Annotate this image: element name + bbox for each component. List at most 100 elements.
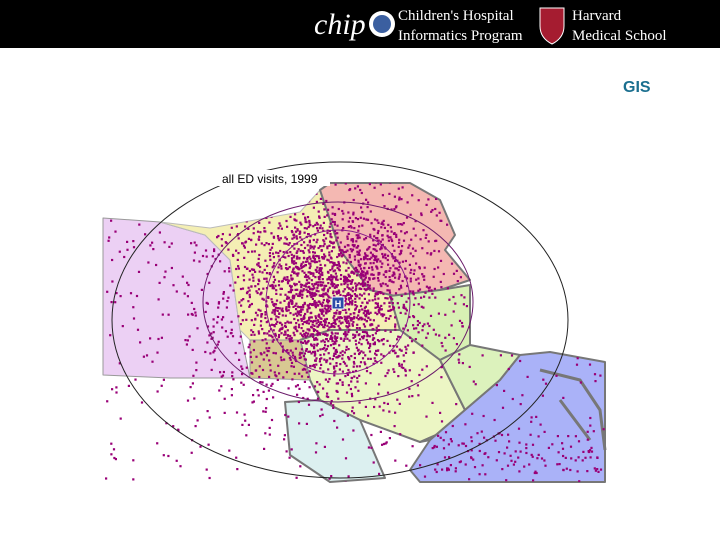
visit-dot	[402, 354, 405, 357]
visit-dot	[577, 440, 581, 443]
visit-dot	[386, 372, 389, 375]
visit-dot	[217, 340, 220, 343]
visit-dot	[360, 270, 364, 273]
visit-dot	[358, 365, 361, 368]
visit-dot	[175, 459, 178, 462]
visit-dot	[333, 374, 336, 377]
visit-dot	[279, 287, 282, 290]
visit-dot	[394, 267, 397, 270]
visit-dot	[327, 288, 330, 291]
visit-dot	[294, 262, 298, 265]
visit-dot	[380, 304, 383, 307]
visit-dot	[312, 247, 315, 250]
visit-dot	[471, 249, 474, 252]
visit-dot	[414, 234, 417, 237]
visit-dot	[293, 282, 296, 285]
visit-dot	[416, 384, 419, 387]
visit-dot	[261, 297, 264, 300]
visit-dot	[349, 313, 352, 316]
visit-dot	[378, 291, 382, 294]
visit-dot	[307, 403, 311, 406]
visit-dot	[379, 283, 382, 286]
visit-dot	[284, 331, 287, 334]
visit-dot	[194, 314, 197, 317]
visit-dot	[298, 372, 301, 375]
visit-dot	[398, 198, 401, 201]
visit-dot	[319, 353, 322, 357]
visit-dot	[450, 324, 453, 327]
visit-dot	[341, 370, 344, 373]
visit-dot	[350, 226, 353, 229]
visit-dot	[348, 371, 351, 374]
visit-dot	[284, 256, 287, 259]
visit-dot	[333, 294, 336, 298]
visit-dot	[250, 333, 253, 336]
visit-dot	[579, 191, 582, 194]
visit-dot	[317, 290, 320, 293]
visit-dot	[273, 262, 276, 265]
visit-dot	[323, 358, 326, 361]
visit-dot	[209, 352, 212, 355]
visit-dot	[254, 285, 257, 288]
visit-dot	[370, 256, 373, 259]
visit-dot	[140, 401, 144, 404]
visit-dot	[315, 281, 318, 284]
visit-dot	[586, 430, 589, 433]
visit-dot	[433, 444, 436, 448]
visit-dot	[346, 286, 349, 289]
visit-dot	[271, 311, 274, 314]
visit-dot	[266, 349, 269, 352]
visit-dot	[593, 467, 596, 470]
visit-dot	[299, 305, 303, 309]
visit-dot	[274, 352, 277, 355]
visit-dot	[310, 311, 313, 314]
visit-dot	[360, 294, 363, 297]
visit-dot	[323, 353, 326, 356]
visit-dot	[323, 240, 326, 243]
visit-dot	[335, 278, 338, 281]
school-line: Harvard	[572, 8, 622, 24]
visit-dot	[300, 375, 304, 378]
visit-dot	[258, 375, 261, 379]
visit-dot	[327, 368, 330, 371]
visit-dot	[389, 344, 392, 347]
visit-dot	[304, 312, 307, 316]
visit-dot	[129, 292, 133, 295]
visit-dot	[372, 319, 375, 322]
visit-dot	[320, 363, 323, 366]
visit-dot	[294, 288, 297, 291]
visit-dot	[265, 321, 268, 324]
visit-dot	[555, 323, 558, 326]
visit-dot	[343, 337, 346, 340]
visit-dot	[335, 356, 338, 359]
visit-dot	[190, 301, 193, 304]
visit-dot	[296, 229, 299, 232]
visit-dot	[324, 293, 327, 296]
visit-dot	[357, 314, 360, 317]
visit-dot	[391, 255, 394, 258]
visit-dot	[256, 314, 259, 317]
visit-dot	[151, 241, 154, 244]
visit-dot	[358, 297, 361, 300]
visit-dot	[364, 255, 367, 258]
visit-dot	[355, 305, 359, 308]
visit-dot	[191, 348, 194, 351]
visit-dot	[237, 315, 240, 318]
visit-dot	[290, 365, 293, 368]
visit-dot	[278, 222, 281, 225]
visit-dot	[337, 397, 340, 400]
visit-dot	[430, 210, 433, 213]
visit-dot	[323, 208, 326, 211]
visit-dot	[480, 209, 483, 212]
visit-dot	[517, 427, 521, 430]
visit-dot	[423, 266, 426, 269]
visit-dot	[344, 250, 348, 253]
visit-dot	[383, 401, 386, 405]
visit-dot	[335, 292, 339, 295]
visit-dot	[558, 463, 561, 466]
visit-dot	[421, 329, 424, 332]
visit-dot	[341, 357, 344, 360]
visit-dot	[191, 382, 194, 385]
visit-dot	[312, 238, 315, 242]
visit-dot	[531, 455, 534, 458]
